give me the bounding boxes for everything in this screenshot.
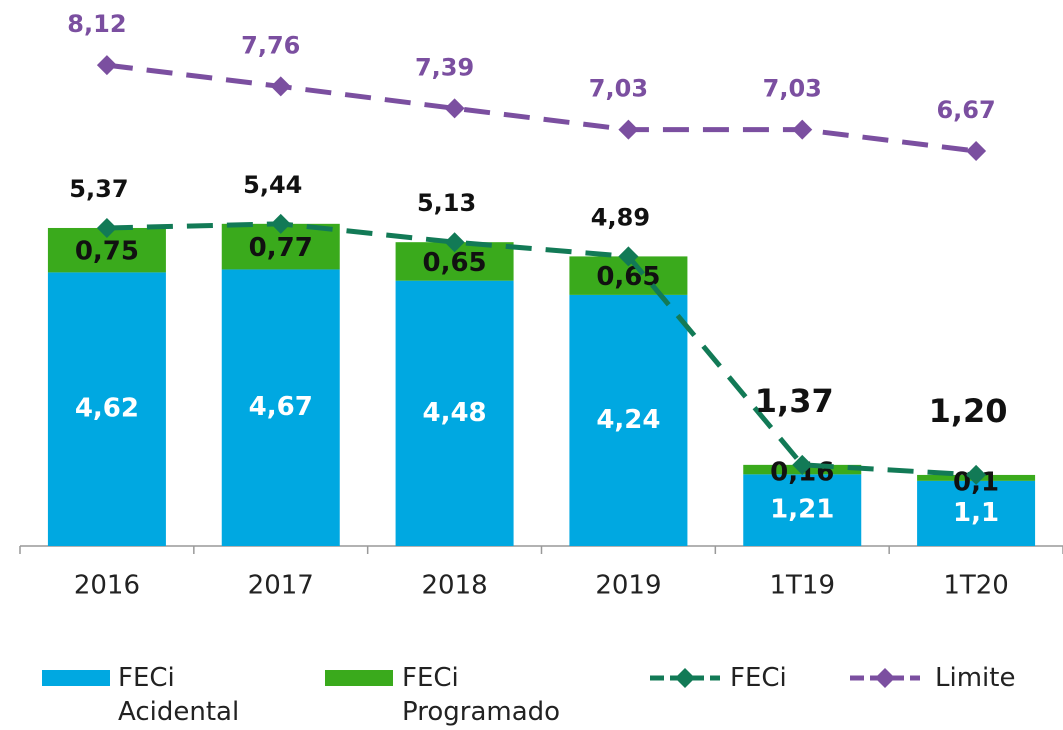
bar-value-label: 4,62: [75, 394, 139, 424]
line-value-label: 1,20: [929, 392, 1008, 430]
line-value-label: 5,37: [69, 175, 128, 203]
bar-value-label: 4,48: [423, 398, 487, 428]
legend-label: FECi Acidental: [118, 663, 240, 727]
bar-value-label: 1,21: [770, 495, 834, 525]
line-marker: [444, 232, 465, 253]
legend-marker: [675, 668, 695, 688]
line-value-label: 7,03: [589, 75, 648, 103]
line-series: [106, 221, 977, 478]
legend-swatch: [42, 670, 110, 686]
bar-value-label: 4,24: [596, 405, 660, 435]
line-value-label: 7,03: [763, 75, 822, 103]
bar-segment: [395, 280, 514, 546]
line-marker: [270, 213, 291, 234]
bar-segment: [221, 269, 340, 546]
x-tick-label: 1T20: [943, 571, 1009, 601]
line-value-label: 7,76: [241, 31, 300, 59]
bar-segment: [743, 474, 862, 546]
bar-segment: [47, 272, 166, 546]
x-tick-label: 2019: [595, 571, 661, 601]
x-tick-label: 2018: [421, 571, 487, 601]
line-value-label: 8,12: [67, 10, 126, 38]
x-tick-label: 2017: [248, 571, 314, 601]
line-value-label: 6,67: [936, 96, 995, 124]
line-marker: [792, 454, 813, 475]
bar-value-label: 0,77: [249, 233, 313, 263]
line-value-label: 1,37: [755, 382, 834, 420]
legend-label: Limite: [935, 663, 1016, 693]
legend-label: FECi Programado: [402, 663, 561, 727]
line-marker: [618, 119, 639, 140]
legend-marker: [875, 668, 895, 688]
line-marker: [618, 246, 639, 267]
line-marker: [966, 464, 987, 485]
bar-value-label: 1,1: [953, 498, 999, 528]
line-marker: [792, 119, 813, 140]
line-marker: [444, 98, 465, 119]
line-value-label: 5,13: [417, 189, 476, 217]
line-series: [106, 62, 977, 154]
x-tick-label: 1T19: [769, 571, 835, 601]
line-marker: [96, 55, 117, 76]
line-marker: [96, 217, 117, 238]
line-marker: [270, 76, 291, 97]
legend-label: FECi: [730, 663, 787, 693]
x-tick-label: 2016: [74, 571, 140, 601]
line-value-label: 4,89: [591, 203, 650, 231]
bar-value-label: 4,67: [249, 392, 313, 422]
bar-value-label: 0,75: [75, 237, 139, 267]
line-value-label: 7,39: [415, 53, 474, 81]
line-value-label: 5,44: [243, 171, 302, 199]
legend-swatch: [325, 670, 393, 686]
bar-segment: [917, 480, 1036, 546]
bar-value-label: 0,65: [596, 262, 660, 292]
bar-value-label: 0,65: [423, 248, 487, 278]
bar-segment: [569, 294, 688, 546]
line-marker: [966, 140, 987, 161]
